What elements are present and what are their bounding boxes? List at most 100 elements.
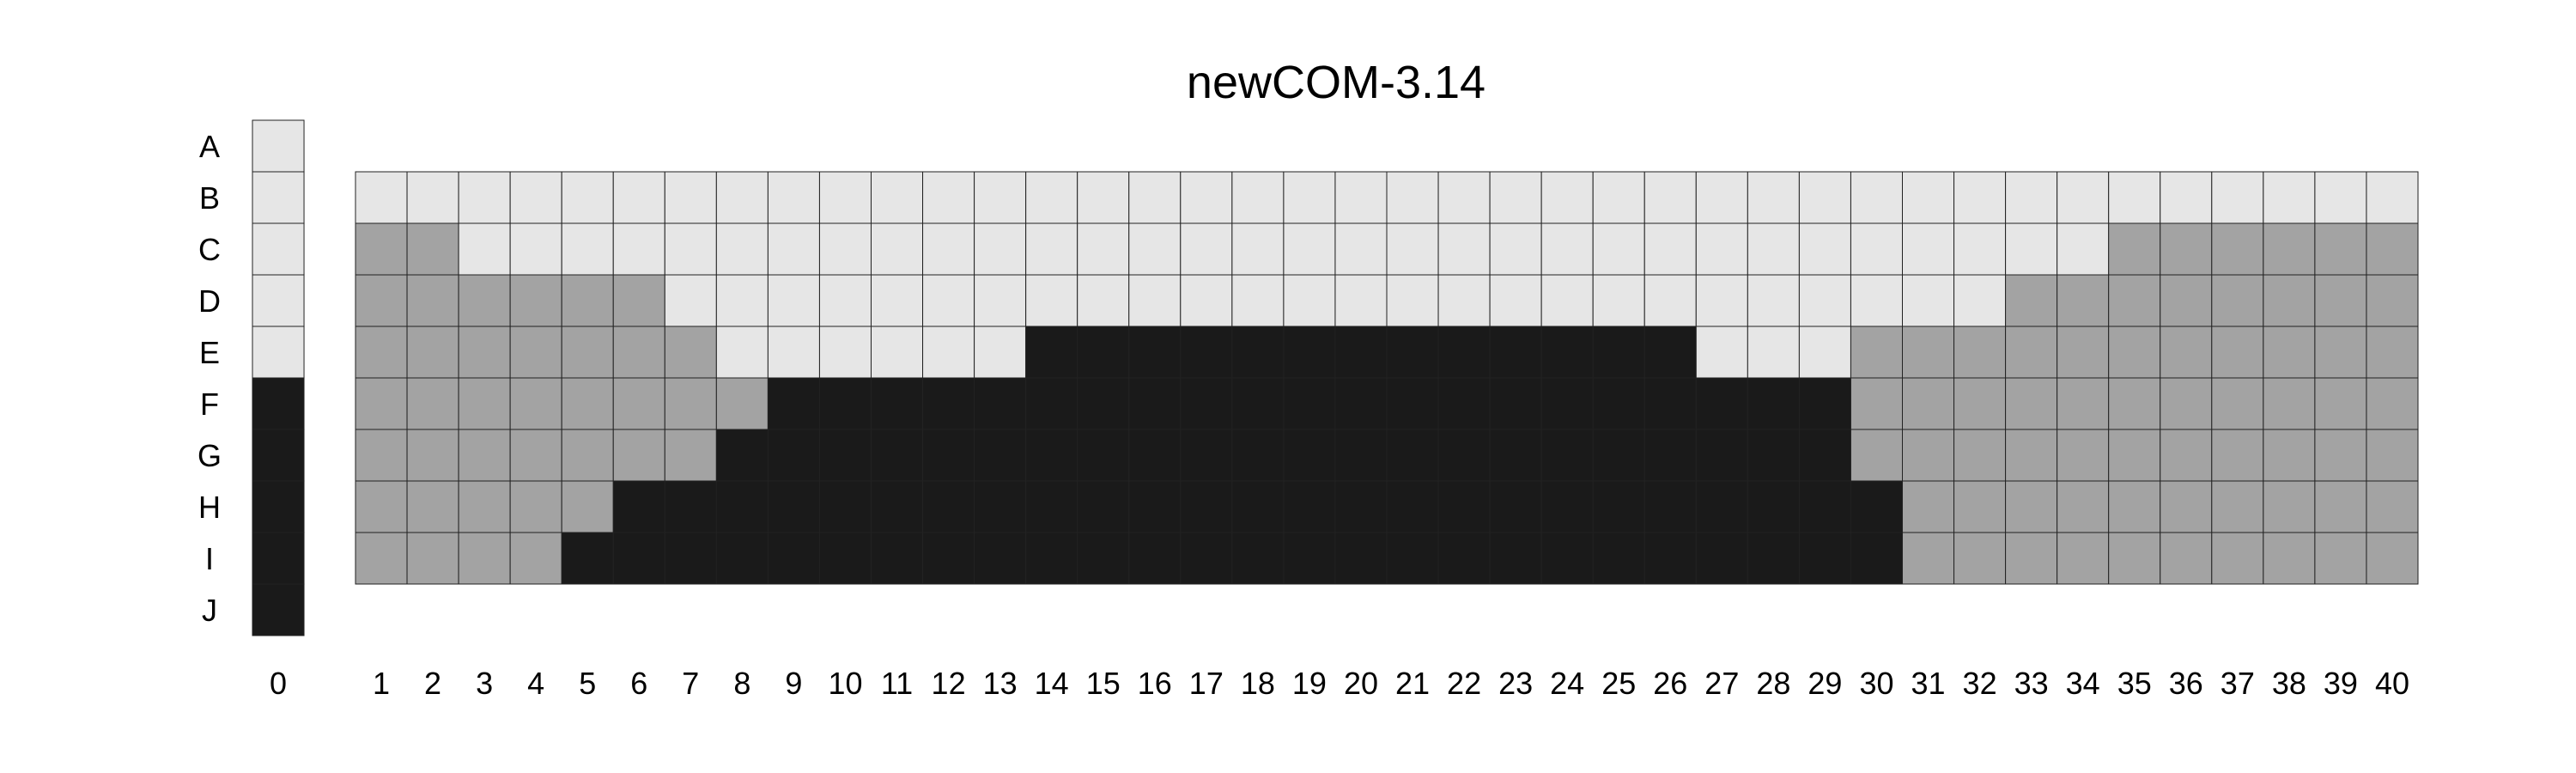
cell-E19 [1283, 326, 1336, 379]
cell-B34 [2057, 171, 2110, 224]
cell-E6 [612, 326, 665, 379]
column-label-14: 14 [1035, 666, 1069, 701]
cell-G7 [664, 429, 717, 482]
cell-G18 [1231, 429, 1285, 482]
cell-C26 [1643, 222, 1697, 276]
cell-E27 [1695, 326, 1748, 379]
cell-C1 [355, 222, 408, 276]
cell-B2 [406, 171, 459, 224]
cell-H16 [1128, 480, 1182, 533]
cell-F31 [1902, 377, 1955, 430]
cell-F39 [2314, 377, 2367, 430]
column-label-35: 35 [2117, 666, 2152, 701]
cell-F40 [2366, 377, 2419, 430]
ref-cell-H [252, 480, 305, 533]
ref-cell-F [252, 377, 305, 430]
column-label-2: 2 [424, 666, 441, 701]
cell-I30 [1850, 532, 1903, 585]
ref-cell-B [252, 171, 305, 224]
cell-F24 [1540, 377, 1594, 430]
column-label-7: 7 [682, 666, 699, 701]
cell-B24 [1540, 171, 1594, 224]
cell-B3 [458, 171, 511, 224]
cell-D7 [664, 274, 717, 327]
cell-C36 [2160, 222, 2213, 276]
cell-G13 [974, 429, 1027, 482]
column-label-9: 9 [785, 666, 802, 701]
cell-G20 [1334, 429, 1388, 482]
cell-H17 [1180, 480, 1233, 533]
cell-G6 [612, 429, 665, 482]
cell-I4 [509, 532, 562, 585]
row-label-G: G [197, 438, 222, 473]
cell-E28 [1747, 326, 1800, 379]
cell-C38 [2263, 222, 2316, 276]
cell-F12 [922, 377, 975, 430]
cell-I6 [612, 532, 665, 585]
cell-D20 [1334, 274, 1388, 327]
cell-I25 [1592, 532, 1645, 585]
cell-C23 [1489, 222, 1542, 276]
cell-C35 [2108, 222, 2161, 276]
cell-G26 [1643, 429, 1697, 482]
cell-F7 [664, 377, 717, 430]
cell-G39 [2314, 429, 2367, 482]
column-label-6: 6 [630, 666, 647, 701]
cell-B10 [818, 171, 872, 224]
cell-D3 [458, 274, 511, 327]
column-label-39: 39 [2324, 666, 2358, 701]
cell-D30 [1850, 274, 1903, 327]
cell-F32 [1953, 377, 2007, 430]
cell-C3 [458, 222, 511, 276]
cell-D36 [2160, 274, 2213, 327]
cell-I40 [2366, 532, 2419, 585]
cell-I38 [2263, 532, 2316, 585]
cell-F13 [974, 377, 1027, 430]
cell-E25 [1592, 326, 1645, 379]
cell-C8 [715, 222, 769, 276]
cell-D39 [2314, 274, 2367, 327]
row-label-J: J [202, 593, 217, 628]
cell-I1 [355, 532, 408, 585]
cell-F28 [1747, 377, 1800, 430]
cell-I27 [1695, 532, 1748, 585]
cell-E35 [2108, 326, 2161, 379]
cell-C9 [767, 222, 820, 276]
cell-I15 [1077, 532, 1130, 585]
cell-E3 [458, 326, 511, 379]
cell-D40 [2366, 274, 2419, 327]
cell-I17 [1180, 532, 1233, 585]
cell-E38 [2263, 326, 2316, 379]
cell-D31 [1902, 274, 1955, 327]
cell-H36 [2160, 480, 2213, 533]
cell-G15 [1077, 429, 1130, 482]
cell-G12 [922, 429, 975, 482]
cell-D37 [2211, 274, 2264, 327]
column-label-3: 3 [476, 666, 493, 701]
ref-cell-C [252, 222, 305, 276]
cell-H28 [1747, 480, 1800, 533]
cell-B27 [1695, 171, 1748, 224]
cell-F2 [406, 377, 459, 430]
cell-D9 [767, 274, 820, 327]
cell-G25 [1592, 429, 1645, 482]
cell-E37 [2211, 326, 2264, 379]
cell-H39 [2314, 480, 2367, 533]
column-label-30: 30 [1859, 666, 1893, 701]
cell-H18 [1231, 480, 1285, 533]
column-label-22: 22 [1447, 666, 1481, 701]
column-label-12: 12 [932, 666, 966, 701]
cell-C39 [2314, 222, 2367, 276]
cell-H15 [1077, 480, 1130, 533]
cell-G3 [458, 429, 511, 482]
cell-I18 [1231, 532, 1285, 585]
row-label-F: F [200, 386, 219, 422]
cell-E26 [1643, 326, 1697, 379]
cell-E36 [2160, 326, 2213, 379]
cell-E16 [1128, 326, 1182, 379]
cell-E40 [2366, 326, 2419, 379]
cell-H32 [1953, 480, 2007, 533]
cell-C5 [561, 222, 614, 276]
cell-G5 [561, 429, 614, 482]
cell-I14 [1025, 532, 1078, 585]
